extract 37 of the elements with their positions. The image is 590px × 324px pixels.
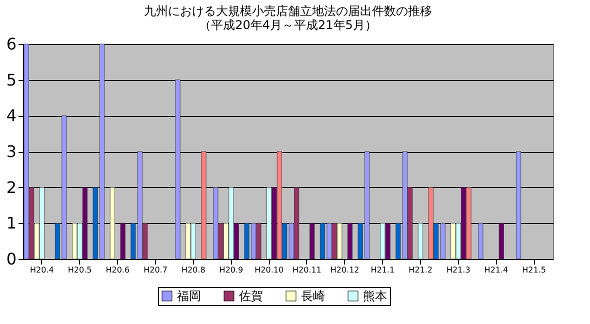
y-tick-label: 5	[6, 70, 16, 90]
bar	[478, 222, 484, 260]
x-tick-label: H21.1	[370, 266, 395, 274]
y-tick-label: 3	[6, 142, 16, 161]
x-tick-label: H21.2	[408, 266, 432, 274]
bar	[175, 80, 180, 260]
x-tick-label: H20.9	[219, 266, 244, 274]
y-tick-label: 2	[6, 178, 16, 197]
x-tick-label: H21.5	[522, 266, 546, 274]
y-tick-label: 0	[6, 250, 16, 268]
bar	[120, 222, 126, 260]
x-tick-label: H20.8	[181, 266, 206, 274]
bar	[347, 222, 353, 260]
x-tick-label: H20.6	[106, 266, 130, 274]
bar	[498, 222, 504, 260]
x-tick-label: H20.4	[30, 266, 54, 274]
x-tick-label: H20.10	[254, 266, 284, 274]
bar	[201, 151, 206, 260]
bar	[516, 151, 522, 260]
y-tick-label: 1	[6, 214, 16, 233]
chart-subtitle: （平成20年4月～平成21年5月）	[199, 18, 377, 32]
x-tick-label: H20.5	[68, 266, 92, 274]
x-tick-label: H21.4	[484, 266, 508, 274]
bar	[418, 222, 424, 260]
y-tick-label: 4	[6, 106, 16, 126]
legend-label: 佐賀	[239, 289, 263, 303]
legend-label: 福岡	[177, 289, 201, 303]
legend-label: 長崎	[301, 289, 325, 303]
x-tick-label: H21.3	[446, 266, 470, 274]
chart-title: 九州における大規模小売店舗立地法の届出件数の推移	[144, 4, 432, 18]
x-tick-label: H20.12	[330, 266, 360, 274]
x-tick-label: H20.7	[144, 266, 168, 274]
x-tick-label: H20.11	[292, 266, 322, 274]
bar	[310, 222, 315, 260]
legend-label: 熊本	[363, 289, 387, 303]
y-tick-label: 6	[6, 34, 16, 54]
bar	[110, 187, 115, 260]
